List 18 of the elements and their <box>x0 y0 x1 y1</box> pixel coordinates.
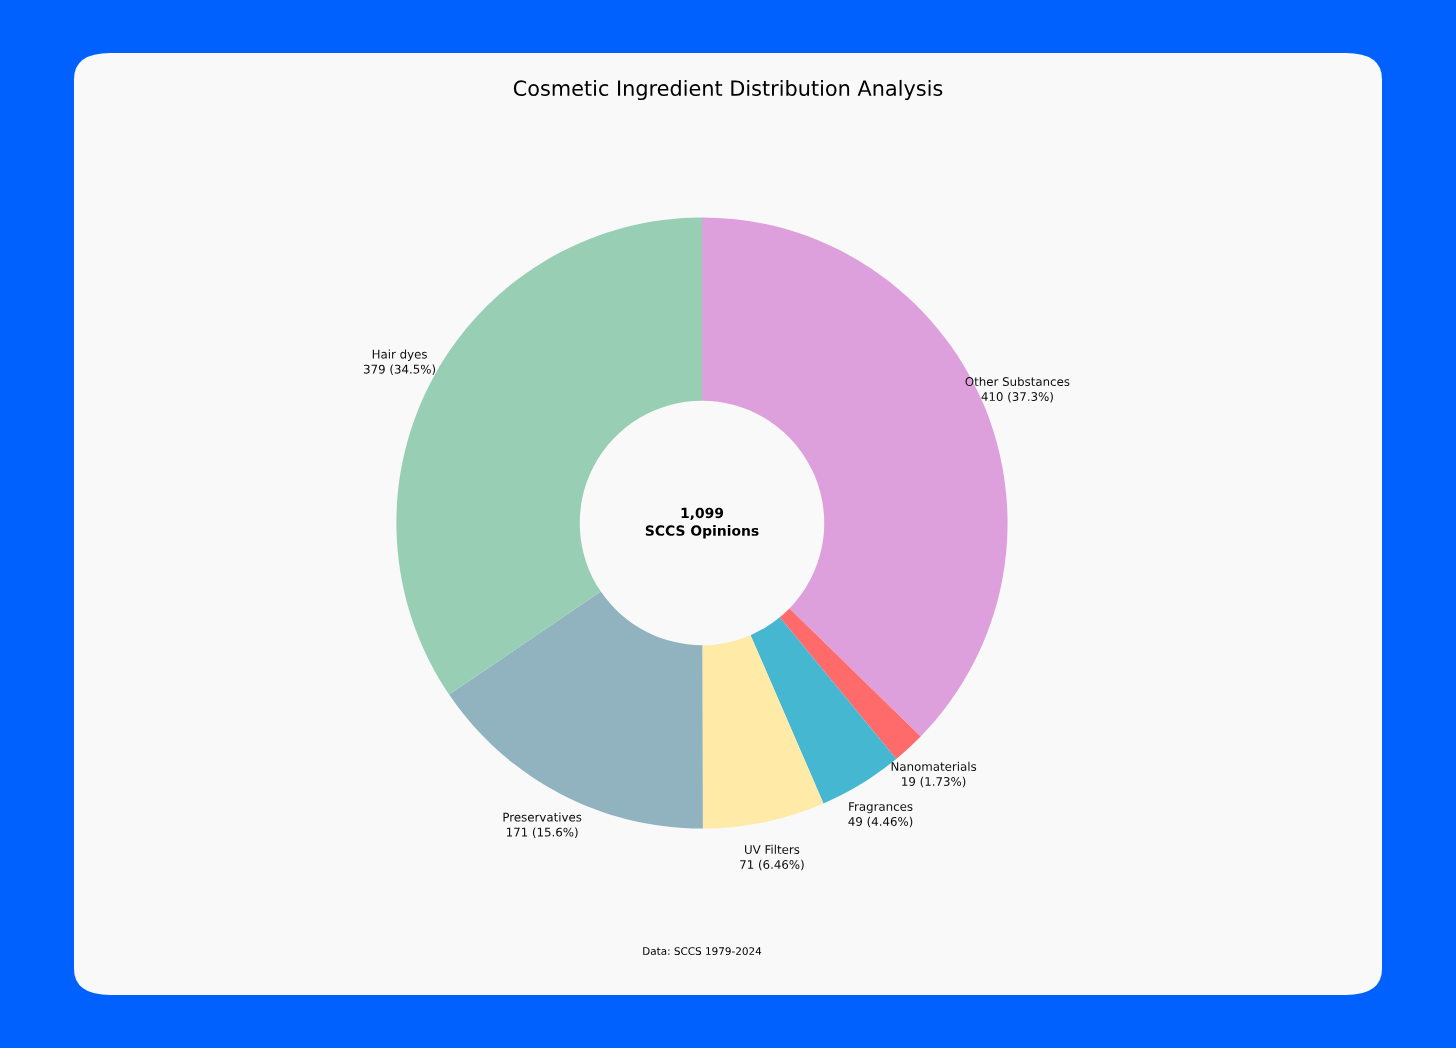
slice-label: Fragrances <box>849 802 913 814</box>
slice-label: Other Substances <box>965 376 1070 387</box>
text: Data: SCCS 1979-2024 <box>643 947 762 956</box>
data-label: 410 (37.3%) <box>981 391 1053 403</box>
data-label: 171 (15.6%) <box>506 827 578 838</box>
slice-label: UV Filters <box>745 844 800 854</box>
data-label: 49 (4.46%) <box>848 816 913 828</box>
chart-title: Cosmetic Ingredient Distribution Analysis <box>513 79 943 101</box>
slice-label: Hair dyes <box>372 349 427 361</box>
donut-slice <box>702 635 824 829</box>
donut-slice <box>449 591 703 829</box>
donut-slice <box>779 608 921 759</box>
data-label: 19 (1.73%) <box>902 776 966 788</box>
slice-label: Nanomaterials <box>891 761 977 771</box>
data-label: 379 (34.5%) <box>363 364 436 376</box>
data-label: 71 (6.46%) <box>740 859 804 871</box>
text: 1,099 SCCS Opinions <box>645 507 759 539</box>
slice-label: Preservatives <box>503 812 582 822</box>
